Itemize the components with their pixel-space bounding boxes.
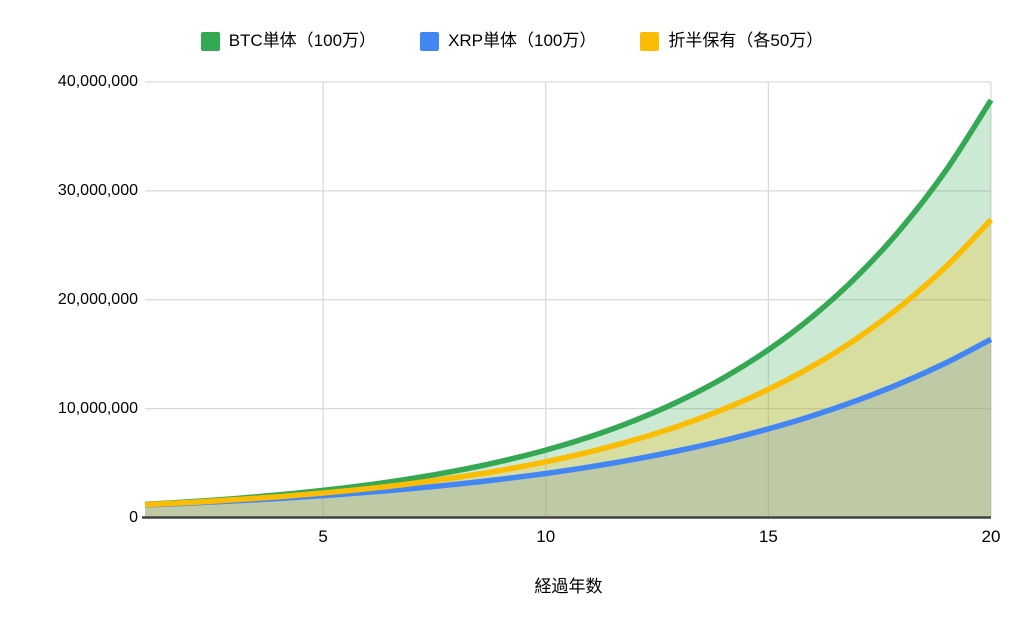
legend-label-btc: BTC単体（100万） — [228, 31, 377, 50]
legend-label-split: 折半保有（各50万） — [668, 31, 824, 50]
series-area-1 — [145, 339, 991, 518]
series-area-0 — [145, 100, 991, 518]
y-tick-label: 10,000,000 — [57, 399, 138, 417]
x-tick-label: 5 — [318, 527, 328, 546]
x-tick-label: 15 — [758, 527, 778, 546]
series-area-2 — [145, 219, 991, 518]
series-line-2 — [144, 217, 993, 508]
legend-item-xrp: XRP単体（100万） — [420, 30, 596, 52]
x-axis-title: 経過年数 — [534, 577, 603, 596]
x-tick-label: 10 — [536, 527, 556, 546]
y-tick-label: 30,000,000 — [57, 181, 138, 199]
xrp-series-swatch-icon — [420, 31, 440, 51]
y-tick-label: 20,000,000 — [57, 290, 138, 308]
btc-series-swatch-icon — [200, 31, 220, 51]
y-tick-label: 40,000,000 — [57, 73, 138, 90]
split-series-swatch-icon — [640, 31, 660, 51]
legend-item-split: 折半保有（各50万） — [640, 30, 823, 52]
y-tick-label: 0 — [129, 508, 138, 526]
x-tick-label: 20 — [981, 527, 1001, 546]
chart-legend: BTC単体（100万） XRP単体（100万） 折半保有（各50万） — [0, 30, 1024, 52]
legend-item-btc: BTC単体（100万） — [200, 30, 377, 52]
legend-label-xrp: XRP単体（100万） — [448, 31, 597, 50]
